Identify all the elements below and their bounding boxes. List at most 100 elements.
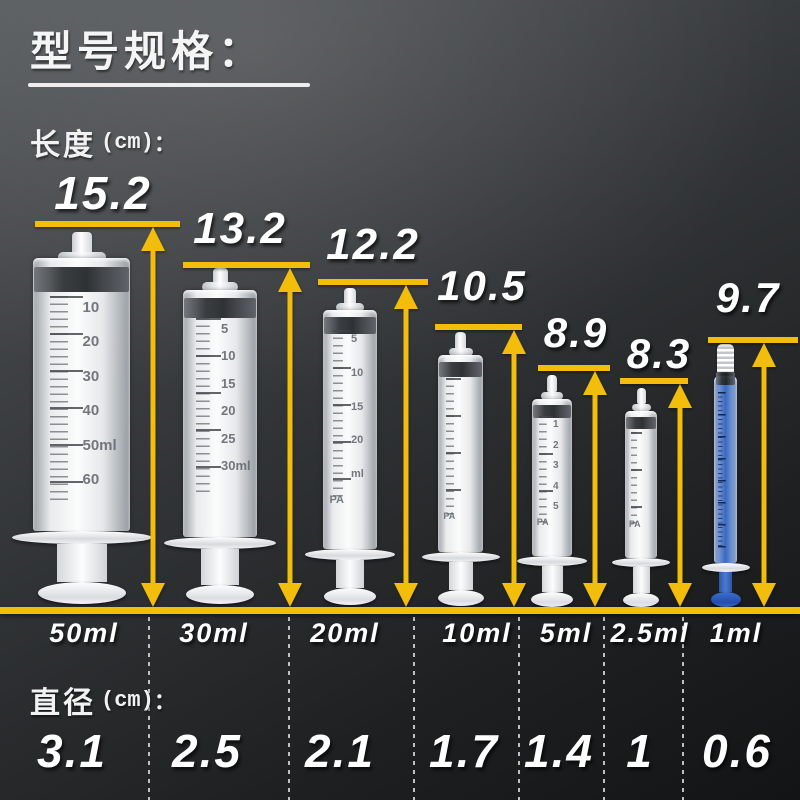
- plunger-seal-band: [626, 417, 656, 429]
- arrow-shaft: [403, 304, 409, 588]
- length-arrow: [583, 371, 607, 607]
- plunger-base: [623, 593, 659, 607]
- scale-mark: 10: [82, 299, 100, 316]
- diameter-value: 0.6: [702, 725, 772, 777]
- diameter-label-text: 直径: [30, 687, 96, 720]
- scale-mark: 40: [82, 402, 100, 420]
- plunger-stem: [719, 572, 732, 592]
- length-extent-line: [620, 378, 688, 384]
- syringe-flange: [164, 537, 276, 549]
- syringe-flange: [305, 549, 395, 560]
- diameter-value: 1: [626, 725, 654, 777]
- arrow-shaft: [677, 403, 683, 588]
- barrel-scale-ticks: [539, 416, 553, 525]
- column-divider: [148, 617, 150, 800]
- length-value: 13.2: [193, 204, 287, 253]
- brand-mark: PA: [329, 494, 344, 506]
- plunger-stem: [56, 544, 107, 582]
- length-extent-line: [435, 324, 522, 330]
- scale-mark: 15: [221, 375, 236, 391]
- plunger-stem: [201, 549, 239, 585]
- length-label-colon: ：: [153, 131, 176, 156]
- syringe-collar: [336, 303, 364, 312]
- syringe-flange: [612, 558, 670, 567]
- diameter-value: 1.7: [429, 725, 499, 777]
- plunger-base: [186, 585, 254, 604]
- syringe-nozzle: [455, 332, 466, 350]
- arrow-head-down-icon: [752, 583, 776, 607]
- length-value: 12.2: [326, 220, 420, 269]
- plunger-stem: [541, 566, 563, 592]
- scale-mark: 4: [553, 480, 559, 492]
- length-arrow: [394, 285, 418, 607]
- plunger-stem: [448, 562, 473, 590]
- plunger-base: [531, 592, 573, 607]
- column-divider: [682, 617, 684, 800]
- barrel-scale-numbers: 1 2 3 4 5: [553, 420, 575, 512]
- length-value: 9.7: [715, 274, 781, 321]
- length-extent-line: [708, 337, 798, 343]
- length-value: 10.5: [437, 262, 527, 309]
- scale-mark: 15: [351, 400, 364, 413]
- diameter-value: 2.5: [172, 725, 242, 777]
- syringe-collar: [541, 392, 563, 400]
- plunger-base: [37, 582, 126, 604]
- barrel-scale-ticks: [50, 296, 84, 505]
- arrow-shaft: [761, 362, 767, 588]
- baseline-rule: [0, 607, 800, 614]
- plunger-base: [437, 590, 484, 606]
- plunger-seal-band: [324, 317, 376, 334]
- syringe-flange: [421, 552, 500, 562]
- column-divider: [603, 617, 605, 800]
- plunger-seal-band: [439, 362, 482, 377]
- arrow-head-down-icon: [668, 583, 692, 607]
- length-unit-text: (cm): [101, 129, 154, 155]
- length-arrow: [752, 343, 776, 607]
- arrow-head-down-icon: [583, 583, 607, 607]
- volume-label: 50ml: [49, 618, 119, 648]
- plunger-stem: [632, 567, 650, 593]
- length-value: 8.9: [543, 309, 609, 356]
- length-arrow: [668, 384, 692, 607]
- column-divider: [288, 617, 290, 800]
- barrel-scale-numbers: 10 20 30 40 50ml 60: [83, 300, 136, 487]
- scale-mark: 2: [553, 439, 559, 451]
- length-value: 15.2: [54, 167, 152, 219]
- plunger-seal-band: [184, 298, 256, 318]
- scale-mark: 60: [82, 470, 100, 488]
- barrel-scale-ticks: [332, 330, 352, 497]
- scale-mark: 30ml: [221, 457, 251, 473]
- length-extent-line: [538, 365, 610, 371]
- scale-mark: 30: [82, 367, 100, 385]
- syringe-nozzle: [636, 388, 646, 404]
- page-title: 型号规格：: [30, 30, 266, 76]
- title-underline: [28, 83, 310, 87]
- volume-label: 1ml: [709, 618, 763, 648]
- barrel-scale-numbers: 5 10 15 20 ml: [351, 334, 381, 480]
- length-extent-line: [183, 262, 310, 268]
- volume-label: 10ml: [442, 618, 512, 648]
- syringe-nozzle: [71, 232, 92, 258]
- arrow-shaft: [150, 246, 156, 588]
- syringe-collar: [448, 348, 473, 356]
- length-arrow: [278, 268, 302, 607]
- length-extent-line: [35, 221, 180, 227]
- arrow-shaft: [511, 349, 517, 588]
- barrel-scale-ticks: [196, 318, 222, 492]
- scale-mark: 50ml: [82, 436, 117, 454]
- arrow-head-down-icon: [394, 583, 418, 607]
- brand-mark: PA: [628, 519, 641, 529]
- diameter-value: 1.4: [524, 725, 594, 777]
- scale-mark: 20: [351, 434, 364, 447]
- length-arrow: [502, 330, 526, 607]
- length-label-text: 长度: [30, 129, 96, 162]
- arrow-head-down-icon: [502, 583, 526, 607]
- arrow-shaft: [592, 390, 598, 588]
- diameter-unit-text: (cm): [101, 687, 154, 713]
- volume-label: 30ml: [179, 618, 249, 648]
